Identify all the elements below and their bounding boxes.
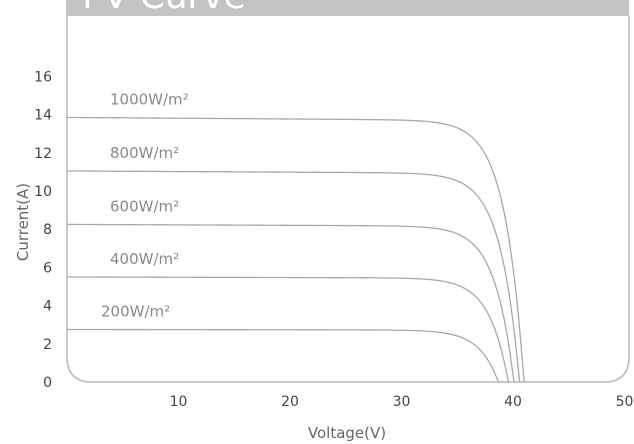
- x-tick-label: 50: [616, 394, 634, 410]
- series-label: 800W/m²: [110, 144, 179, 162]
- iv-curve-line: [66, 276, 510, 383]
- x-tick-label: 10: [170, 394, 188, 410]
- y-tick-label: 10: [34, 184, 52, 200]
- y-tick-label: 14: [34, 108, 52, 124]
- y-tick-label: 8: [43, 222, 52, 238]
- y-axis-title: Current(A): [14, 183, 32, 261]
- y-tick-label: 12: [34, 146, 52, 162]
- y-tick-labels: 0 2 4 6 8 10 12 14 16: [34, 69, 52, 391]
- y-tick-label: 4: [43, 299, 52, 315]
- iv-curve-line: [66, 170, 521, 383]
- y-tick-label: 2: [43, 337, 52, 353]
- iv-curves: [66, 116, 525, 383]
- iv-curve-line: [66, 116, 525, 383]
- series-labels: 1000W/m² 800W/m² 600W/m² 400W/m² 200W/m²: [101, 90, 189, 320]
- x-tick-label: 20: [281, 394, 299, 410]
- title-bar: I-V Curve: [66, 0, 629, 17]
- series-label: 1000W/m²: [110, 90, 189, 108]
- y-tick-label: 16: [34, 69, 52, 85]
- y-tick-label: 0: [43, 375, 52, 391]
- x-tick-label: 30: [393, 394, 411, 410]
- x-tick-label: 40: [504, 394, 522, 410]
- chart-title: I-V Curve: [82, 0, 246, 17]
- iv-curve-line: [67, 328, 500, 383]
- x-axis-title: Voltage(V): [308, 424, 386, 442]
- series-label: 400W/m²: [110, 250, 179, 268]
- series-label: 600W/m²: [110, 197, 179, 215]
- series-label: 200W/m²: [101, 302, 170, 320]
- x-tick-labels: 10 20 30 40 50: [170, 394, 634, 410]
- y-tick-label: 6: [43, 260, 52, 276]
- plot-frame: [66, 16, 630, 383]
- iv-curve-line: [66, 223, 515, 383]
